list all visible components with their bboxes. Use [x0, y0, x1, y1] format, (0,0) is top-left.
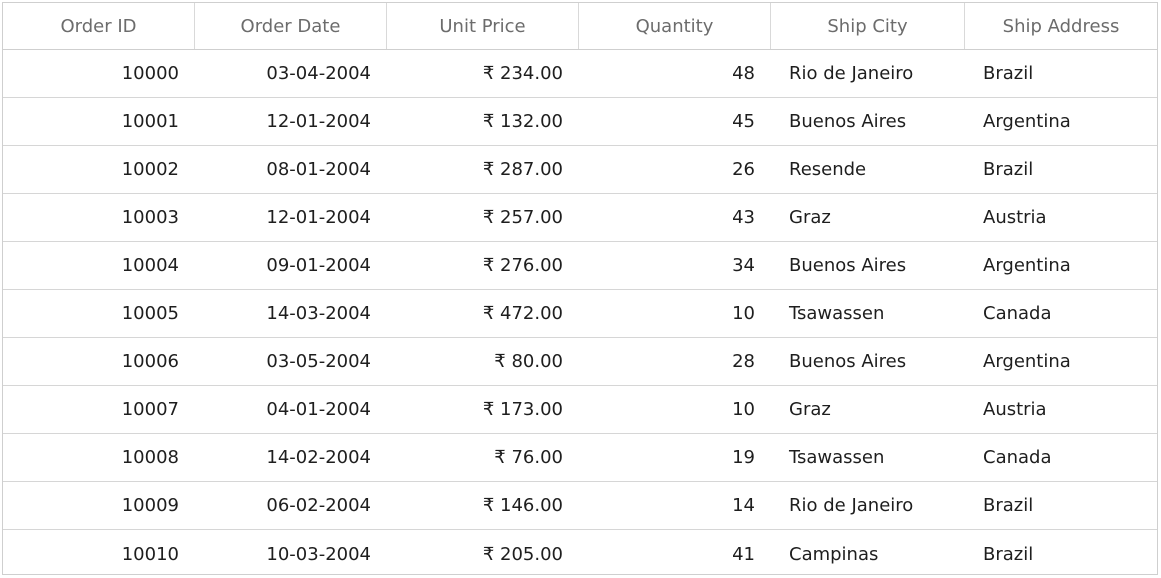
cell-ship-city: Tsawassen — [789, 303, 885, 324]
cell-order-id: 10008 — [121, 447, 179, 468]
cell-quantity: 48 — [732, 63, 755, 84]
cell-order-date: 03-05-2004 — [266, 351, 371, 372]
cell-order-date: 12-01-2004 — [266, 111, 371, 132]
cell-unit-price: ₹ 276.00 — [482, 255, 563, 276]
cell-ship-city: Buenos Aires — [789, 111, 907, 132]
cell-ship-city: Rio de Janeiro — [789, 495, 914, 516]
cell-order-id: 10009 — [121, 495, 179, 516]
cell-ship-city: Buenos Aires — [789, 351, 907, 372]
cell-ship-city: Rio de Janeiro — [789, 63, 914, 84]
cell-quantity: 28 — [732, 351, 755, 372]
cell-unit-price: ₹ 472.00 — [482, 303, 563, 324]
cell-unit-price: ₹ 205.00 — [482, 543, 563, 565]
cell-order-id: 10006 — [121, 351, 179, 372]
cell-ship-address: Argentina — [983, 255, 1071, 276]
cell-order-id: 10000 — [121, 63, 179, 84]
cell-unit-price: ₹ 76.00 — [494, 447, 563, 468]
column-header-quantity[interactable]: Quantity — [579, 3, 771, 49]
table-row[interactable]: 10002 08-01-2004 ₹ 287.00 26 Resende Bra… — [3, 146, 1157, 194]
table-row[interactable]: 10003 12-01-2004 ₹ 257.00 43 Graz Austri… — [3, 194, 1157, 242]
cell-unit-price: ₹ 173.00 — [482, 399, 563, 420]
cell-quantity: 41 — [732, 543, 755, 565]
table-row[interactable]: 10010 10-03-2004 ₹ 205.00 41 Campinas Br… — [3, 530, 1157, 578]
cell-order-id: 10003 — [121, 207, 179, 228]
table-row[interactable]: 10001 12-01-2004 ₹ 132.00 45 Buenos Aire… — [3, 98, 1157, 146]
cell-ship-address: Austria — [983, 207, 1047, 228]
cell-order-date: 08-01-2004 — [266, 159, 371, 180]
cell-quantity: 45 — [732, 111, 755, 132]
cell-ship-city: Campinas — [789, 543, 879, 565]
column-header-order-date[interactable]: Order Date — [195, 3, 387, 49]
cell-ship-city: Graz — [789, 207, 831, 228]
cell-ship-city: Buenos Aires — [789, 255, 907, 276]
cell-ship-address: Brazil — [983, 63, 1034, 84]
cell-quantity: 10 — [732, 303, 755, 324]
cell-order-date: 09-01-2004 — [266, 255, 371, 276]
cell-order-date: 03-04-2004 — [266, 63, 371, 84]
column-header-unit-price[interactable]: Unit Price — [387, 3, 579, 49]
cell-ship-address: Canada — [983, 447, 1052, 468]
cell-ship-city: Resende — [789, 159, 867, 180]
cell-order-date: 06-02-2004 — [266, 495, 371, 516]
cell-quantity: 19 — [732, 447, 755, 468]
cell-quantity: 43 — [732, 207, 755, 228]
cell-unit-price: ₹ 146.00 — [482, 495, 563, 516]
table-row[interactable]: 10007 04-01-2004 ₹ 173.00 10 Graz Austri… — [3, 386, 1157, 434]
cell-ship-address: Argentina — [983, 351, 1071, 372]
cell-order-id: 10007 — [121, 399, 179, 420]
grid-header-row: Order ID Order Date Unit Price Quantity … — [3, 3, 1157, 50]
table-row[interactable]: 10008 14-02-2004 ₹ 76.00 19 Tsawassen Ca… — [3, 434, 1157, 482]
cell-ship-address: Argentina — [983, 111, 1071, 132]
cell-order-date: 10-03-2004 — [266, 543, 371, 565]
cell-order-id: 10001 — [121, 111, 179, 132]
table-row[interactable]: 10005 14-03-2004 ₹ 472.00 10 Tsawassen C… — [3, 290, 1157, 338]
cell-order-id: 10005 — [121, 303, 179, 324]
table-row[interactable]: 10004 09-01-2004 ₹ 276.00 34 Buenos Aire… — [3, 242, 1157, 290]
cell-order-date: 12-01-2004 — [266, 207, 371, 228]
cell-ship-city: Tsawassen — [789, 447, 885, 468]
cell-order-id: 10004 — [121, 255, 179, 276]
cell-unit-price: ₹ 287.00 — [482, 159, 563, 180]
cell-order-date: 14-03-2004 — [266, 303, 371, 324]
cell-ship-address: Canada — [983, 303, 1052, 324]
cell-order-date: 14-02-2004 — [266, 447, 371, 468]
cell-ship-address: Austria — [983, 399, 1047, 420]
cell-quantity: 34 — [732, 255, 755, 276]
table-row[interactable]: 10000 03-04-2004 ₹ 234.00 48 Rio de Jane… — [3, 50, 1157, 98]
table-row[interactable]: 10009 06-02-2004 ₹ 146.00 14 Rio de Jane… — [3, 482, 1157, 530]
column-header-order-id[interactable]: Order ID — [3, 3, 195, 49]
cell-ship-address: Brazil — [983, 495, 1034, 516]
cell-unit-price: ₹ 132.00 — [482, 111, 563, 132]
column-header-ship-address[interactable]: Ship Address — [1002, 15, 1120, 37]
cell-order-date: 04-01-2004 — [266, 399, 371, 420]
cell-unit-price: ₹ 234.00 — [482, 63, 563, 84]
cell-ship-city: Graz — [789, 399, 831, 420]
cell-ship-address: Brazil — [983, 543, 1034, 565]
cell-unit-price: ₹ 80.00 — [494, 351, 563, 372]
cell-quantity: 26 — [732, 159, 755, 180]
cell-ship-address: Brazil — [983, 159, 1034, 180]
column-header-ship-city[interactable]: Ship City — [771, 3, 965, 49]
cell-order-id: 10010 — [121, 543, 179, 565]
cell-quantity: 10 — [732, 399, 755, 420]
cell-quantity: 14 — [732, 495, 755, 516]
table-row[interactable]: 10006 03-05-2004 ₹ 80.00 28 Buenos Aires… — [3, 338, 1157, 386]
cell-order-id: 10002 — [121, 159, 179, 180]
cell-unit-price: ₹ 257.00 — [482, 207, 563, 228]
